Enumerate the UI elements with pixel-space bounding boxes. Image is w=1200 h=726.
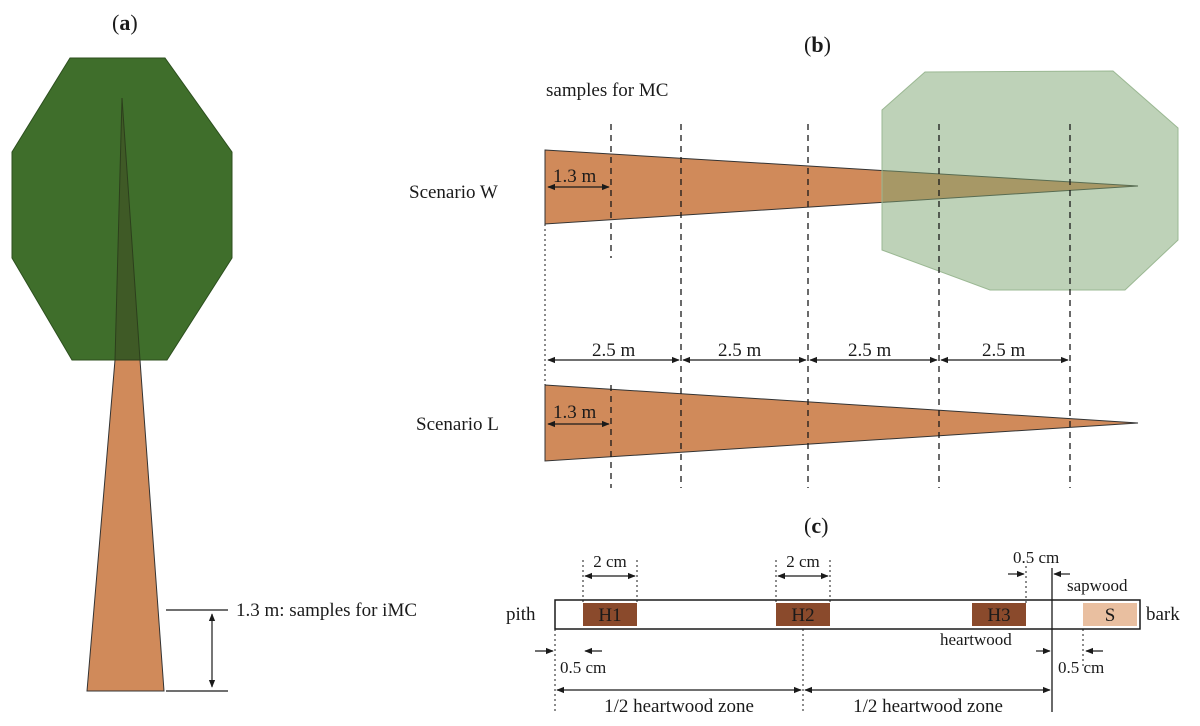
l-height-label: 1.3 m bbox=[553, 402, 597, 423]
scenario-w-crown bbox=[881, 70, 1179, 291]
sample-h1 bbox=[583, 603, 637, 626]
s-margin-label: 0.5 cm bbox=[1058, 658, 1104, 677]
tree-trunk-in-crown bbox=[114, 97, 141, 361]
panel-c-label: (c) bbox=[804, 513, 828, 538]
panel-c-guides bbox=[554, 560, 1084, 712]
heartwood-label: heartwood bbox=[940, 630, 1012, 649]
panel-b-letter: b bbox=[811, 32, 823, 57]
segment-dimensions: 2.5 m 2.5 m 2.5 m 2.5 m bbox=[547, 340, 1069, 364]
segment-label-3: 2.5 m bbox=[848, 340, 892, 361]
w-height-label: 1.3 m bbox=[553, 166, 597, 187]
half-zone-label-2: 1/2 heartwood zone bbox=[853, 696, 1003, 717]
samples-for-mc-label: samples for MC bbox=[546, 80, 668, 101]
pith-margin-label: 0.5 cm bbox=[560, 658, 606, 677]
sample-position-lines bbox=[610, 124, 1071, 488]
pith-label: pith bbox=[506, 604, 536, 625]
panel-b: (b) samples for MC Scenario W Scenario L… bbox=[409, 32, 1179, 488]
tree-trunk-lower bbox=[86, 359, 165, 692]
sample-h2-label: H2 bbox=[791, 605, 814, 626]
segment-label-4: 2.5 m bbox=[982, 340, 1026, 361]
sapwood-label: sapwood bbox=[1067, 576, 1128, 595]
panel-c: (c) H1 H2 H3 S 2 cm 2 cm bbox=[506, 513, 1180, 717]
panel-a-letter: a bbox=[119, 10, 130, 35]
panel-b-label: (b) bbox=[804, 32, 831, 57]
sample-s bbox=[1083, 603, 1137, 626]
bark-label: bark bbox=[1146, 604, 1180, 625]
sample-h1-label: H1 bbox=[598, 605, 621, 626]
scenario-l-stem bbox=[544, 384, 1139, 462]
half-zone-label-1: 1/2 heartwood zone bbox=[604, 696, 754, 717]
sample-h3-label: H3 bbox=[987, 605, 1010, 626]
disc-strip bbox=[554, 599, 1141, 630]
scenario-w-stem bbox=[544, 149, 1139, 225]
sample-s-label: S bbox=[1105, 605, 1116, 626]
h3-margin-label: 0.5 cm bbox=[1013, 548, 1059, 567]
scenario-l-label: Scenario L bbox=[416, 414, 499, 435]
panel-a: (a) 1.3 m: samples for iMC bbox=[11, 10, 417, 692]
panel-c-letter: c bbox=[811, 513, 821, 538]
sample-h2 bbox=[776, 603, 830, 626]
scenario-w-label: Scenario W bbox=[409, 182, 498, 203]
sample-h3 bbox=[972, 603, 1026, 626]
segment-label-2: 2.5 m bbox=[718, 340, 762, 361]
h1-width-label: 2 cm bbox=[593, 552, 627, 571]
h2-width-label: 2 cm bbox=[786, 552, 820, 571]
imc-sample-label: 1.3 m: samples for iMC bbox=[236, 600, 417, 621]
panel-a-label: (a) bbox=[112, 10, 138, 35]
segment-label-1: 2.5 m bbox=[592, 340, 636, 361]
